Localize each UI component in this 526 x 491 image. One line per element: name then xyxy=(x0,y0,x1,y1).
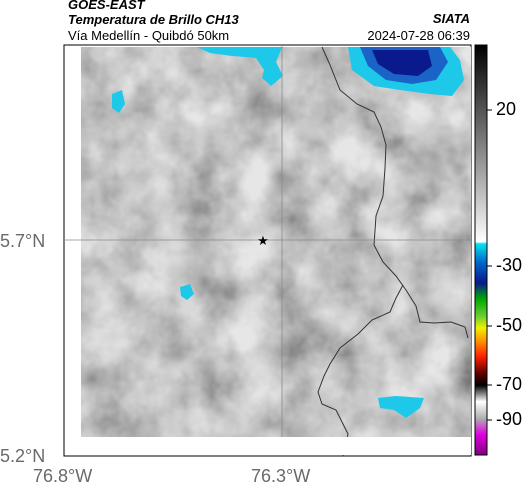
colorbar-label: -50 xyxy=(496,315,523,335)
colorbar-label: 20 xyxy=(496,99,517,119)
star-icon: ★ xyxy=(257,234,269,249)
location-subtitle: Vía Medellín - Quibdó 50km xyxy=(68,28,230,43)
colorbar-label: -70 xyxy=(496,374,523,394)
lon-tick-label: 76.8°W xyxy=(33,466,93,486)
lat-tick-label: 5.7°N xyxy=(0,231,46,251)
brightness-temperature-field xyxy=(81,47,471,437)
lon-tick-label: 76.3°W xyxy=(251,466,311,486)
timestamp-label: 2024-07-28 06:39 xyxy=(367,28,470,43)
satellite-title: GOES-EAST xyxy=(68,0,145,12)
agency-label: SIATA xyxy=(432,11,470,26)
colorbar-label: -90 xyxy=(496,409,523,429)
lat-tick-label: 5.2°N xyxy=(0,446,46,466)
cold-cloud-tops xyxy=(112,47,464,418)
colorbar xyxy=(474,44,488,456)
product-title: Temperatura de Brillo CH13 xyxy=(68,12,239,27)
political-boundaries xyxy=(317,46,469,457)
colorbar-label: -30 xyxy=(496,255,523,275)
